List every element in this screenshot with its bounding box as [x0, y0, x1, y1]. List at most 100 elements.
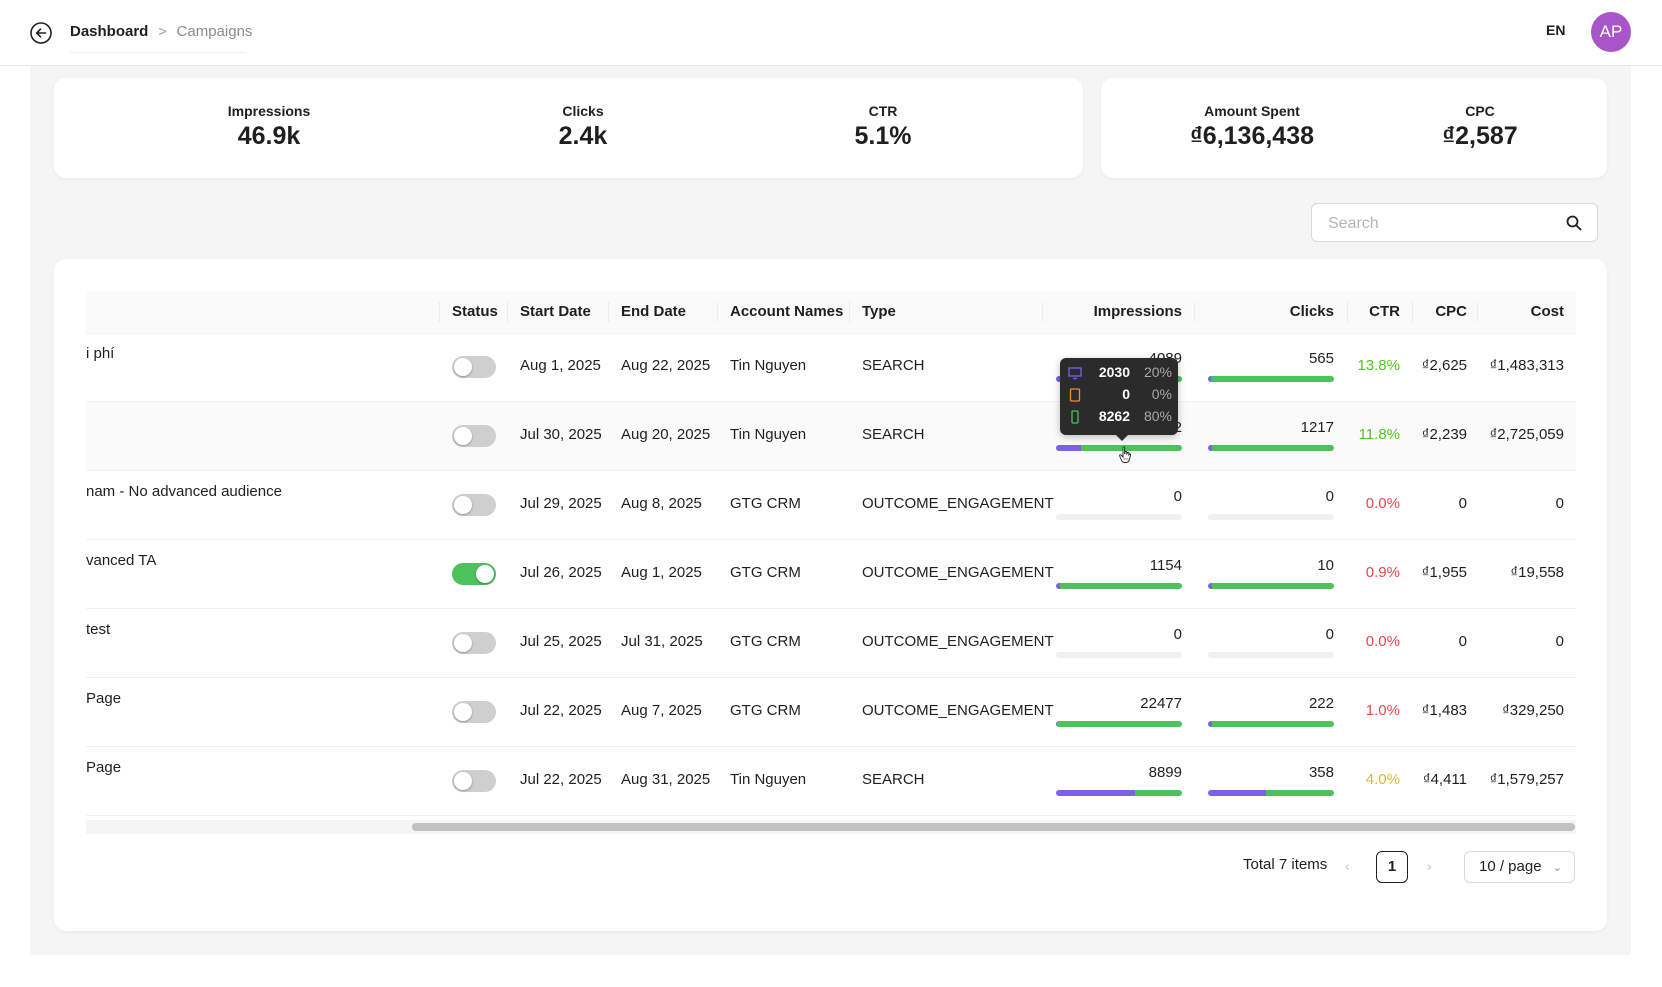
start-date: Jul 30, 2025 — [520, 426, 602, 443]
back-arrow-icon[interactable] — [28, 20, 54, 46]
search-icon[interactable] — [1565, 214, 1583, 232]
cpc-value: 0 — [1458, 633, 1467, 650]
table-row[interactable]: i phí Aug 1, 2025 Aug 22, 2025 Tin Nguyen SE… — [86, 333, 1576, 402]
cpc-value: ₫1,955 — [1421, 564, 1467, 581]
top-bar: Dashboard > Campaigns EN AP — [0, 0, 1662, 66]
toggle-knob — [476, 565, 494, 583]
clicks-value: 565 — [1308, 350, 1334, 367]
stat-value: ₫2,587 — [1442, 122, 1518, 150]
start-date: Aug 1, 2025 — [520, 357, 601, 374]
cpc-value: ₫4,411 — [1422, 771, 1467, 788]
campaign-name[interactable]: test — [86, 621, 111, 638]
header-divider — [439, 302, 440, 322]
tooltip-percent: 80% — [1143, 408, 1172, 424]
column-clicks[interactable]: Clicks — [1289, 303, 1334, 320]
status-toggle[interactable] — [452, 425, 496, 447]
status-toggle[interactable] — [452, 632, 496, 654]
start-date: Jul 26, 2025 — [520, 564, 602, 581]
next-page-chevron-icon[interactable]: › — [1427, 858, 1432, 874]
mobile-share-segment — [1211, 721, 1334, 727]
mobile-share-segment — [1211, 445, 1334, 451]
end-date: Aug 8, 2025 — [621, 495, 702, 512]
column-cpc[interactable]: CPC — [1435, 303, 1467, 320]
tooltip-value: 0 — [1122, 386, 1130, 402]
column-ctr[interactable]: CTR — [1369, 303, 1400, 320]
scrollbar-thumb[interactable] — [412, 823, 1575, 831]
breadcrumb-dashboard-link[interactable]: Dashboard — [70, 22, 149, 40]
stat-label: CTR — [868, 103, 898, 119]
start-date: Jul 29, 2025 — [520, 495, 602, 512]
tooltip-row-tablet: 0 0% — [1068, 385, 1172, 405]
column-start-date[interactable]: Start Date — [520, 303, 591, 320]
breadcrumb-separator-icon: > — [158, 23, 167, 39]
campaign-name[interactable]: i phí — [86, 345, 115, 362]
header-divider — [1347, 302, 1348, 322]
mobile-share-segment — [1210, 376, 1334, 382]
account-name: Tin Nguyen — [730, 426, 807, 443]
page-size-select[interactable]: 10 / page ⌄ — [1464, 851, 1575, 883]
account-name: GTG CRM — [730, 702, 801, 719]
ctr-value: 0.0% — [1365, 633, 1400, 650]
campaign-name[interactable]: vanced TA — [86, 552, 157, 569]
end-date: Aug 31, 2025 — [621, 771, 711, 788]
status-toggle[interactable] — [452, 563, 496, 585]
ctr-value: 11.8% — [1358, 426, 1400, 443]
stat-amount-spent: Amount Spent ₫6,136,438 — [1170, 103, 1334, 151]
column-end-date[interactable]: End Date — [621, 303, 687, 320]
tooltip-value: 8262 — [1098, 408, 1130, 424]
status-toggle[interactable] — [452, 701, 496, 723]
clicks-progress-bar — [1208, 721, 1334, 727]
campaign-name[interactable]: nam - No advanced audience — [86, 483, 282, 500]
ctr-value: 0.0% — [1365, 495, 1400, 512]
table-row[interactable]: Jul 30, 2025 Aug 20, 2025 Tin Nguyen SEARCH… — [86, 402, 1576, 471]
campaign-type: SEARCH — [862, 426, 925, 443]
campaign-type: OUTCOME_ENGAGEMENT — [862, 495, 1054, 512]
table-row[interactable]: test Jul 25, 2025 Jul 31, 2025 GTG CRM OUTCO… — [86, 609, 1576, 678]
desktop-share-segment — [1208, 583, 1212, 589]
horizontal-scrollbar[interactable] — [86, 820, 1576, 834]
column-impressions[interactable]: Impressions — [1093, 303, 1182, 320]
stat-impressions: Impressions 46.9k — [209, 103, 329, 151]
campaign-name[interactable]: Page — [86, 690, 122, 707]
campaign-type: SEARCH — [862, 771, 925, 788]
column-status[interactable]: Status — [452, 303, 498, 320]
clicks-progress-bar — [1208, 376, 1334, 382]
language-switcher[interactable]: EN — [1546, 22, 1566, 38]
page-1-button[interactable]: 1 — [1376, 851, 1408, 883]
previous-page-chevron-icon[interactable]: ‹ — [1345, 858, 1350, 874]
table-row[interactable]: Page Jul 22, 2025 Aug 7, 2025 GTG CRM OUTCOM… — [86, 678, 1576, 747]
impressions-progress-bar — [1056, 652, 1182, 658]
tooltip-percent: 0% — [1151, 386, 1172, 402]
header-divider — [849, 302, 850, 322]
column-account-names[interactable]: Account Names — [730, 303, 844, 320]
cost-value: ₫1,579,257 — [1489, 771, 1564, 788]
status-toggle[interactable] — [452, 770, 496, 792]
table-header: Status Start Date End Date Account Names… — [86, 291, 1576, 334]
clicks-value: 0 — [1325, 626, 1334, 643]
table-row[interactable]: nam - No advanced audience Jul 29, 2025 Au… — [86, 471, 1576, 540]
cost-value: ₫329,250 — [1502, 702, 1564, 719]
toggle-knob — [454, 634, 472, 652]
column-cost[interactable]: Cost — [1530, 303, 1564, 320]
account-name: GTG CRM — [730, 564, 801, 581]
desktop-share-segment — [1208, 721, 1212, 727]
pagination-total: Total 7 items — [1243, 856, 1328, 873]
status-toggle[interactable] — [452, 494, 496, 516]
header-divider — [1477, 302, 1478, 322]
desktop-share-segment — [1208, 376, 1211, 382]
stat-cpc: CPC ₫2,587 — [1430, 103, 1530, 151]
desktop-share-segment — [1056, 445, 1082, 451]
end-date: Aug 20, 2025 — [621, 426, 711, 443]
desktop-share-segment — [1056, 721, 1058, 727]
campaign-name[interactable]: Page — [86, 759, 122, 776]
table-row[interactable]: vanced TA Jul 26, 2025 Aug 1, 2025 GTG CRM O… — [86, 540, 1576, 609]
header-divider — [1412, 302, 1413, 322]
tablet-icon — [1069, 388, 1081, 402]
stat-value: 2.4k — [558, 122, 608, 150]
column-type[interactable]: Type — [862, 303, 896, 320]
search-input[interactable] — [1326, 204, 1560, 243]
avatar[interactable]: AP — [1591, 12, 1631, 52]
header-divider — [717, 302, 718, 322]
table-row[interactable]: Page Jul 22, 2025 Aug 31, 2025 Tin Nguyen SE… — [86, 747, 1576, 816]
status-toggle[interactable] — [452, 356, 496, 378]
